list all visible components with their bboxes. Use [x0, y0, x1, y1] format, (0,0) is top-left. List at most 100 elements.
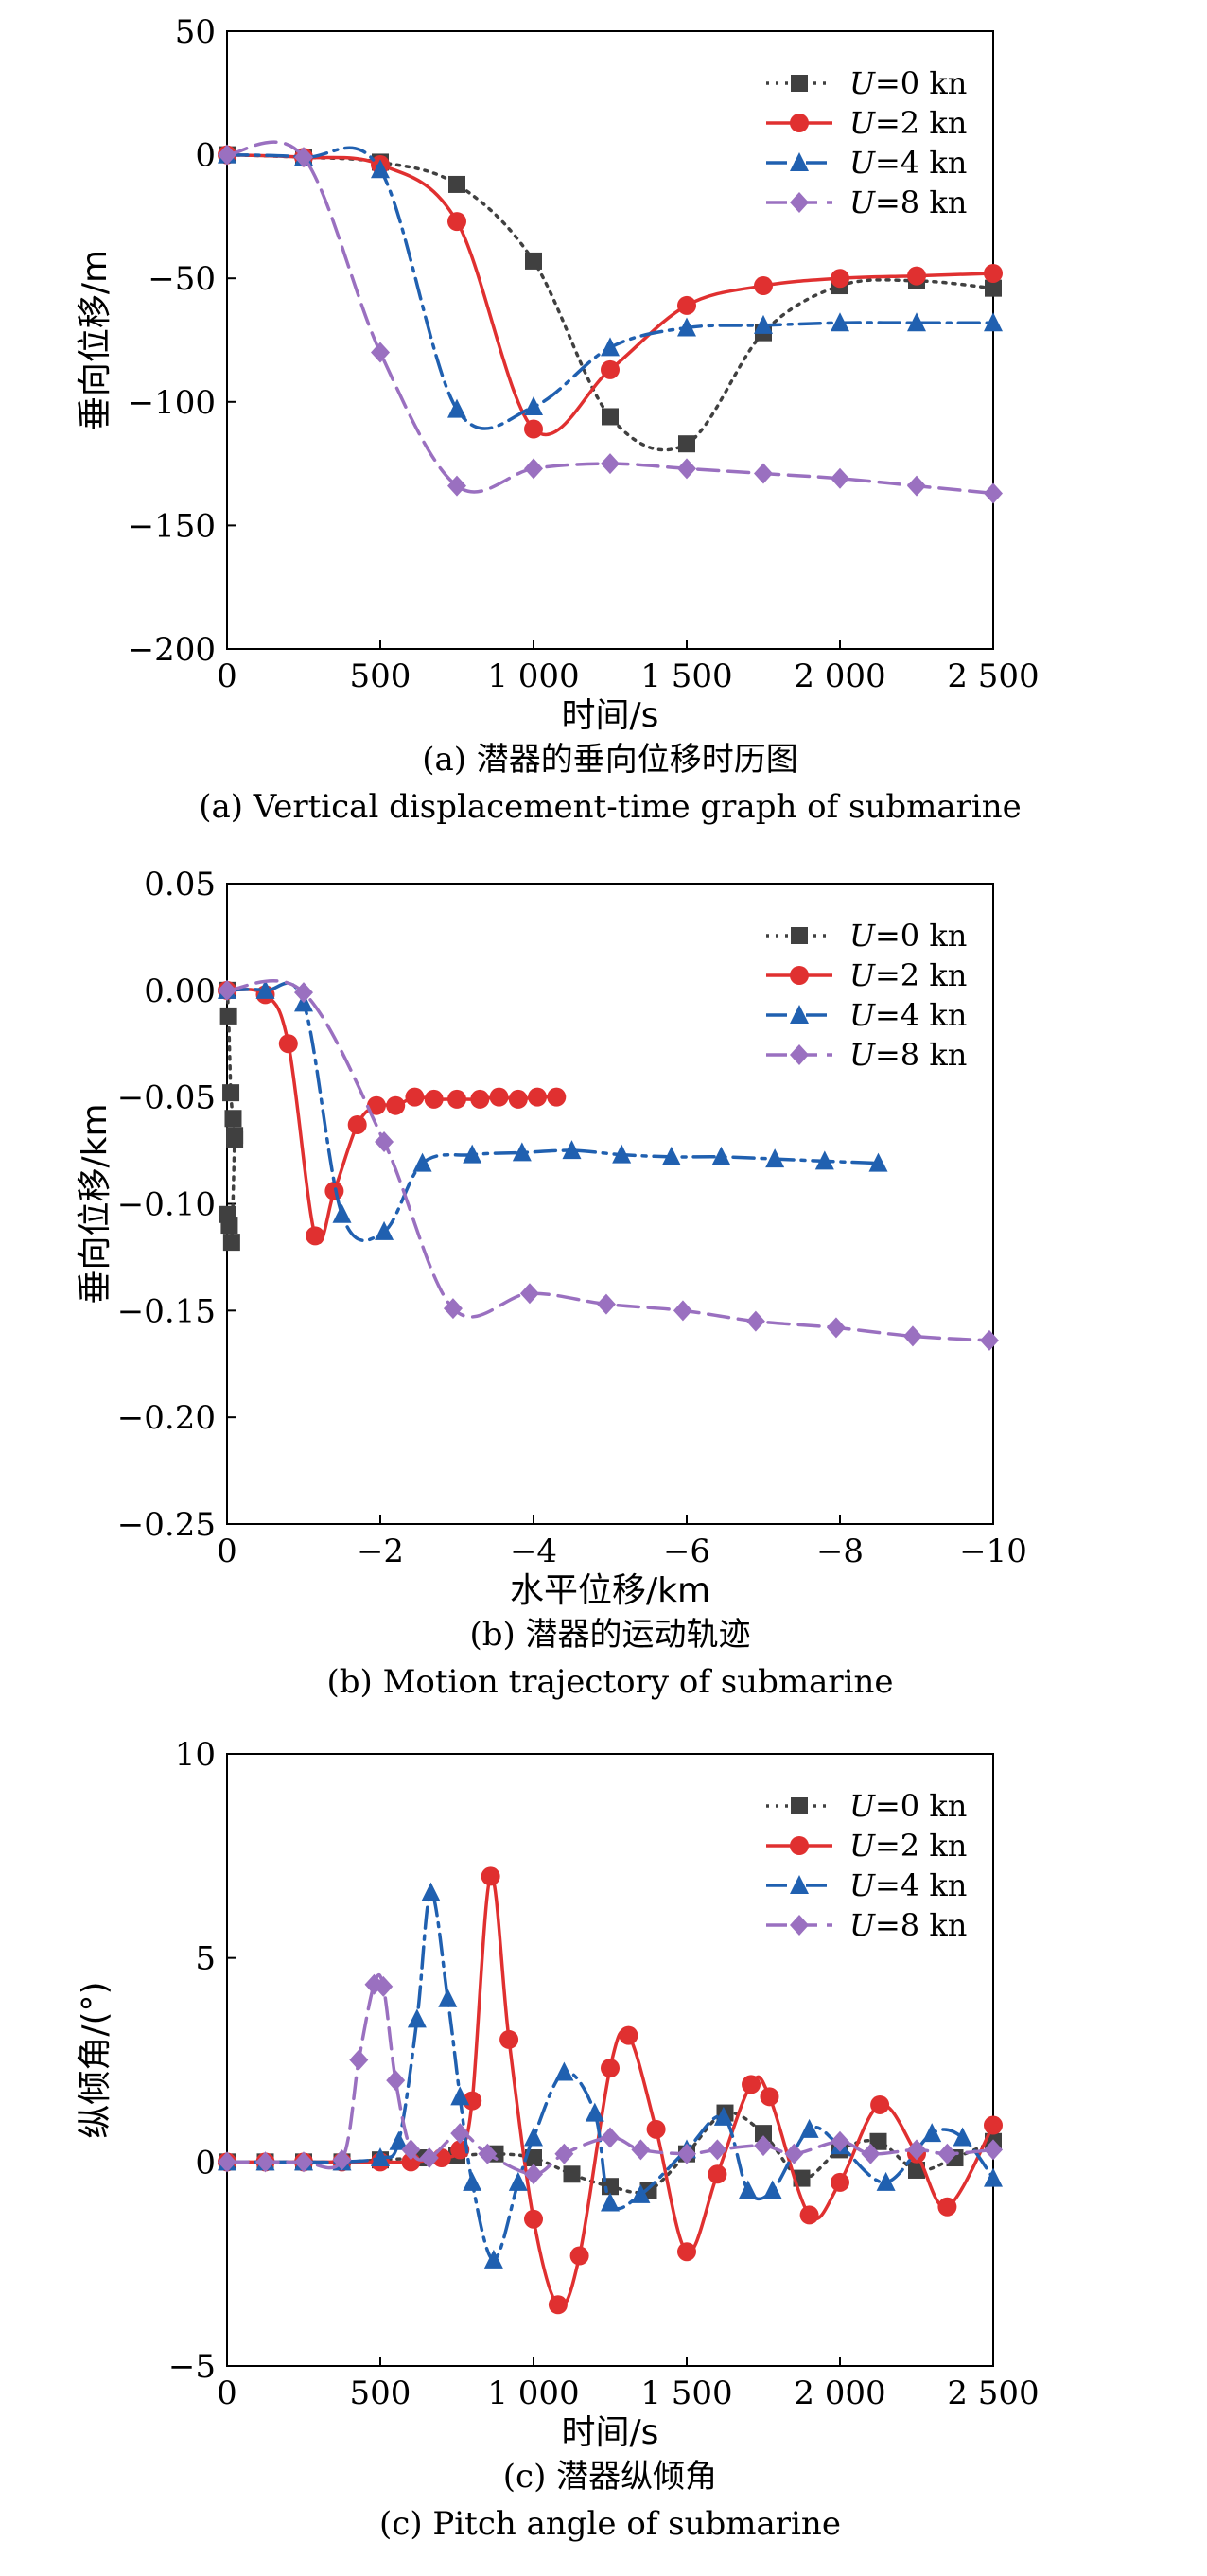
data-point: [525, 252, 542, 270]
data-point: [374, 1975, 394, 1997]
data-point: [754, 314, 773, 334]
legend-label: U=2 kn: [849, 1828, 967, 1864]
x-axis-label: 时间/s: [562, 696, 659, 735]
data-point: [438, 1988, 458, 2007]
data-point: [677, 2143, 696, 2164]
legend-label: U=4 kn: [849, 1867, 967, 1903]
data-point: [294, 982, 313, 1004]
data-point: [226, 1127, 244, 1145]
y-tick-label: −150: [128, 507, 216, 545]
series-line: [225, 979, 991, 1342]
legend-marker: [790, 192, 809, 213]
data-point: [677, 317, 696, 337]
data-point: [450, 2123, 470, 2145]
data-point: [922, 2123, 942, 2143]
legend-label: U=4 kn: [849, 145, 967, 181]
data-point: [481, 1866, 500, 1886]
series-1: [218, 980, 567, 1246]
series-0: [219, 981, 244, 1252]
data-point: [524, 2209, 543, 2229]
x-tick-label: 0: [217, 1533, 237, 1570]
series-3: [218, 979, 999, 1351]
data-point: [278, 1034, 298, 1054]
data-point: [799, 2118, 819, 2138]
data-point: [524, 2127, 543, 2147]
data-point: [711, 1146, 731, 1165]
x-tick-label: 2 500: [947, 2374, 1039, 2412]
data-point: [524, 396, 543, 416]
data-point: [953, 2127, 972, 2147]
legend-label: U=0 kn: [849, 1788, 967, 1824]
series-line: [225, 981, 881, 1243]
legend-label: U=0 kn: [849, 918, 967, 954]
legend-label: U=8 kn: [849, 1907, 967, 1943]
data-point: [463, 2091, 482, 2111]
data-point: [294, 2151, 313, 2173]
data-point: [754, 2135, 773, 2157]
data-point: [831, 2172, 849, 2192]
caption-cn: (a) 潜器的垂向位移时历图: [422, 741, 798, 779]
data-point: [528, 1087, 548, 1107]
legend-marker: [791, 927, 808, 944]
data-point: [937, 2197, 957, 2217]
data-point: [831, 312, 849, 332]
data-point: [519, 1283, 539, 1305]
data-point: [673, 1300, 692, 1322]
data-point: [547, 1087, 567, 1107]
data-point: [450, 2086, 470, 2106]
data-point: [831, 2130, 849, 2152]
data-point: [222, 1234, 240, 1252]
chart-panel-b: 0 −2 −4 −6 −8 −10 0.05 0.00 −0.05 −0.10 −0.15 −0.20…: [0, 851, 1207, 1703]
data-point: [548, 2295, 568, 2315]
data-point: [483, 2249, 503, 2269]
series-2: [218, 144, 1003, 430]
data-point: [443, 1298, 463, 1320]
data-point: [306, 1226, 325, 1246]
data-point: [985, 279, 1002, 297]
data-point: [389, 2130, 409, 2150]
data-point: [563, 2165, 581, 2183]
data-point: [876, 2171, 896, 2191]
data-point: [907, 312, 926, 332]
data-point: [562, 1140, 582, 1160]
data-point: [601, 359, 620, 379]
data-point: [447, 398, 466, 418]
y-tick-label: −50: [148, 260, 216, 298]
x-tick-label: −6: [663, 1533, 710, 1570]
data-point: [585, 2102, 604, 2122]
data-point: [799, 2205, 819, 2225]
data-point: [907, 266, 926, 286]
data-point: [489, 1087, 509, 1107]
y-tick-label: −0.20: [117, 1399, 216, 1437]
x-tick-label: 2 000: [794, 2374, 885, 2412]
data-point: [738, 2180, 758, 2199]
series-3: [218, 1972, 1003, 2185]
legend-marker: [791, 1797, 808, 1814]
data-point: [861, 2143, 881, 2164]
data-point: [463, 2171, 482, 2191]
data-point: [421, 1882, 441, 1901]
y-tick-label: −5: [168, 2348, 216, 2386]
legend-marker: [790, 1005, 809, 1024]
data-point: [371, 159, 390, 179]
y-tick-label: 0: [195, 2144, 216, 2182]
y-tick-label: 5: [195, 1940, 216, 1978]
data-point: [677, 2242, 696, 2262]
data-point: [508, 1089, 528, 1109]
data-point: [601, 337, 620, 357]
plot-frame: [226, 30, 994, 650]
legend: U=0 kn U=2 kn U=4 knU=8 kn: [766, 65, 967, 220]
series-line: [225, 140, 995, 496]
data-point: [708, 2139, 727, 2161]
legend-label: U=2 kn: [849, 957, 967, 993]
data-point: [412, 1152, 432, 1172]
data-point: [364, 1973, 384, 1995]
chart-panel-a: 0 500 1 000 1 500 2 000 2 500 50 0 −50 −100 −150 −2…: [0, 0, 1207, 832]
data-point: [371, 2147, 390, 2167]
data-point: [831, 467, 849, 489]
data-point: [784, 2143, 804, 2164]
data-point: [831, 269, 849, 289]
legend-marker: [791, 75, 808, 92]
data-point: [619, 2025, 638, 2045]
data-point: [601, 2192, 620, 2212]
